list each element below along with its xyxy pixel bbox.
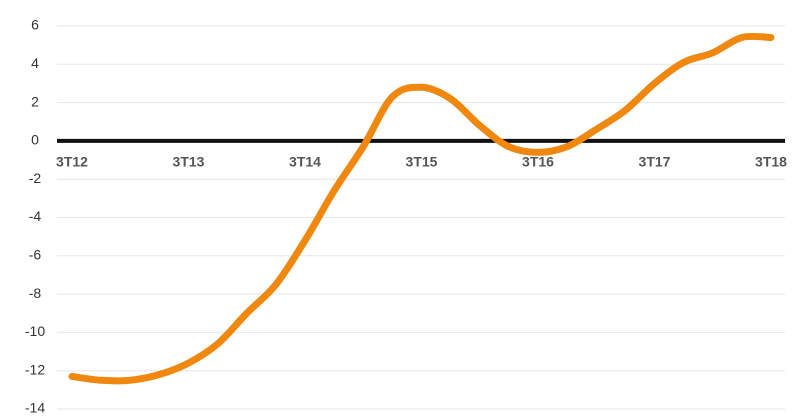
y-tick-label: 6 (31, 17, 39, 33)
y-tick-label: 0 (31, 132, 39, 148)
x-tick-label: 3T15 (406, 154, 438, 170)
x-tick-label: 3T12 (56, 154, 88, 170)
line-series (68, 32, 775, 385)
y-tick-label: -10 (25, 323, 45, 339)
y-tick-label: -6 (29, 247, 42, 263)
y-tick-label: -2 (29, 170, 42, 186)
x-tick-label: 3T16 (522, 154, 554, 170)
y-tick-label: 2 (31, 93, 39, 109)
x-tick-label: 3T13 (173, 154, 205, 170)
y-tick-label: -12 (25, 361, 45, 377)
x-tick-label: 3T18 (755, 154, 787, 170)
x-tick-label: 3T14 (289, 154, 321, 170)
x-tick-label: 3T17 (639, 154, 671, 170)
y-tick-label: 4 (31, 55, 39, 71)
y-tick-label: -8 (29, 285, 42, 301)
y-tick-label: -14 (25, 400, 45, 416)
y-tick-label: -4 (29, 208, 42, 224)
